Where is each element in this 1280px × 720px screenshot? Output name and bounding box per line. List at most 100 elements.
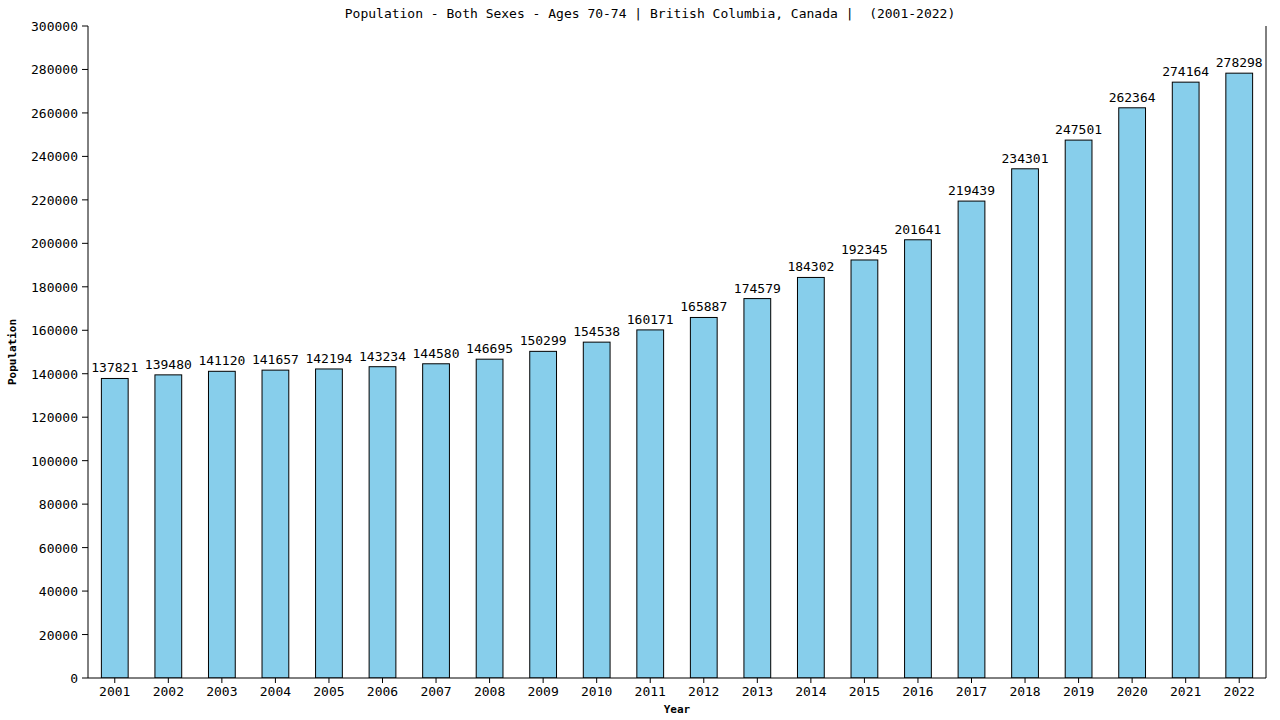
x-tick (596, 678, 597, 683)
x-tick (221, 678, 222, 683)
y-tick-label: 180000 (31, 280, 78, 295)
y-tick (82, 156, 88, 157)
bar (476, 359, 503, 678)
chart-svg: 0200004000060000800001000001200001400001… (0, 0, 1280, 720)
y-tick (82, 547, 88, 548)
y-tick (82, 634, 88, 635)
bar (797, 277, 824, 678)
data-label: 137821 (91, 360, 138, 375)
x-tick-label: 2004 (260, 684, 291, 699)
data-label: 247501 (1055, 122, 1102, 137)
y-tick-label: 0 (70, 671, 78, 686)
y-tick (82, 417, 88, 418)
y-tick (82, 330, 88, 331)
x-tick-label: 2009 (527, 684, 558, 699)
bar (583, 342, 610, 678)
plot-frame-right (1266, 26, 1267, 678)
x-axis-label: Year (664, 703, 691, 716)
data-label: 160171 (627, 312, 674, 327)
y-tick (82, 243, 88, 244)
bar (101, 378, 128, 678)
x-tick (1185, 678, 1186, 683)
y-tick-label: 280000 (31, 62, 78, 77)
y-tick (82, 373, 88, 374)
y-tick-label: 240000 (31, 149, 78, 164)
x-tick-label: 2018 (1009, 684, 1040, 699)
x-tick (703, 678, 704, 683)
x-tick (971, 678, 972, 683)
x-tick-label: 2011 (635, 684, 666, 699)
x-tick-label: 2017 (956, 684, 987, 699)
y-tick-label: 40000 (39, 584, 78, 599)
x-tick (864, 678, 865, 683)
x-tick (168, 678, 169, 683)
data-label: 165887 (680, 299, 727, 314)
y-tick (82, 26, 88, 27)
data-label: 143234 (359, 349, 406, 364)
x-tick-label: 2005 (313, 684, 344, 699)
y-tick (82, 591, 88, 592)
x-tick (382, 678, 383, 683)
bar (262, 370, 289, 678)
x-tick-label: 2022 (1224, 684, 1255, 699)
x-tick (489, 678, 490, 683)
bar (423, 364, 450, 678)
x-tick (1025, 678, 1026, 683)
data-label: 139480 (145, 357, 192, 372)
bars (101, 73, 1252, 678)
bar (690, 317, 717, 678)
data-label: 144580 (413, 346, 460, 361)
data-label: 150299 (520, 333, 567, 348)
bar (155, 375, 182, 678)
y-tick-label: 120000 (31, 410, 78, 425)
x-tick-label: 2015 (849, 684, 880, 699)
y-tick (82, 286, 88, 287)
x-tick (328, 678, 329, 683)
data-label: 141120 (198, 353, 245, 368)
data-label: 141657 (252, 352, 299, 367)
data-label: 262364 (1109, 90, 1156, 105)
y-tick-label: 200000 (31, 236, 78, 251)
x-tick-label: 2007 (420, 684, 451, 699)
y-axis-line (88, 26, 89, 678)
x-tick (436, 678, 437, 683)
data-label: 201641 (894, 222, 941, 237)
bar (316, 369, 343, 678)
x-tick (650, 678, 651, 683)
y-tick-label: 140000 (31, 367, 78, 382)
x-tick (1132, 678, 1133, 683)
bar (208, 371, 235, 678)
x-tick-label: 2003 (206, 684, 237, 699)
y-tick (82, 460, 88, 461)
bar (1012, 169, 1039, 678)
y-tick-label: 100000 (31, 454, 78, 469)
y-tick (82, 112, 88, 113)
data-label: 274164 (1162, 64, 1209, 79)
data-label: 234301 (1002, 151, 1049, 166)
bar (637, 330, 664, 678)
bar (1119, 108, 1146, 678)
data-label: 219439 (948, 183, 995, 198)
x-tick-label: 2002 (153, 684, 184, 699)
chart-container: 0200004000060000800001000001200001400001… (0, 0, 1280, 720)
x-tick-label: 2001 (99, 684, 130, 699)
bar (369, 367, 396, 678)
y-tick-label: 260000 (31, 106, 78, 121)
x-tick (543, 678, 544, 683)
y-tick (82, 678, 88, 679)
bar (851, 260, 878, 678)
y-tick (82, 69, 88, 70)
y-tick-label: 160000 (31, 323, 78, 338)
x-tick (1078, 678, 1079, 683)
x-tick (757, 678, 758, 683)
y-tick-label: 20000 (39, 628, 78, 643)
bar (530, 351, 557, 678)
x-tick-label: 2006 (367, 684, 398, 699)
y-tick (82, 199, 88, 200)
x-tick-label: 2010 (581, 684, 612, 699)
data-label: 184302 (787, 259, 834, 274)
y-tick-label: 300000 (31, 19, 78, 34)
data-label: 154538 (573, 324, 620, 339)
y-axis-label: Population (6, 319, 19, 385)
bar (1065, 140, 1092, 678)
